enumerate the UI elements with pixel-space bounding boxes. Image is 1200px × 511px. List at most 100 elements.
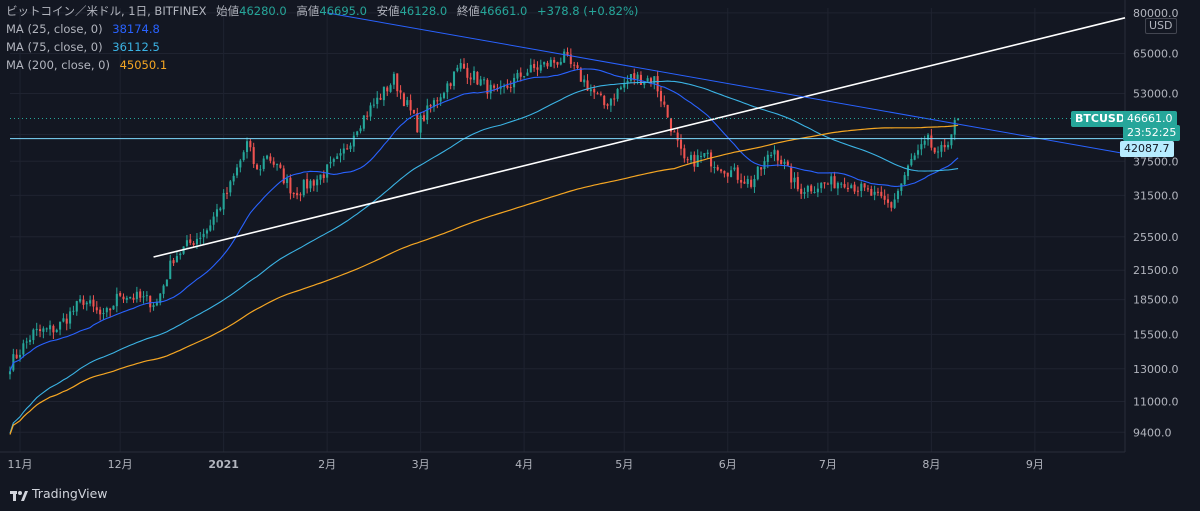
candle-body [312, 180, 315, 186]
candle-body [359, 128, 362, 132]
candle-body [272, 161, 275, 165]
candle-body [686, 159, 689, 161]
candle-body [205, 230, 208, 234]
candle-body [362, 115, 365, 129]
candle-body [940, 145, 943, 152]
candle-body [409, 100, 412, 111]
candle-body [930, 135, 933, 148]
high-label: 高値 [296, 4, 320, 18]
candle-body [306, 179, 309, 189]
candle-body [483, 79, 486, 81]
price-tick-label: 53000.0 [1133, 87, 1179, 100]
candle-body [566, 51, 569, 56]
hline-price-badge: 42087.7 [1120, 141, 1174, 157]
candle-body [386, 87, 389, 92]
candle-body [559, 61, 562, 65]
candle-body [366, 115, 369, 117]
candle-body [906, 165, 910, 177]
candle-body [376, 97, 379, 104]
indicator-ma200[interactable]: MA (200, close, 0) 45050.1 [6, 56, 638, 74]
price-tick-label: 9400.0 [1133, 426, 1172, 439]
candle-body [726, 172, 729, 177]
indicator-ma25[interactable]: MA (25, close, 0) 38174.8 [6, 20, 638, 38]
candle-body [389, 85, 392, 92]
candle-body [810, 185, 813, 192]
candle-body [673, 131, 676, 133]
candle-body [863, 183, 866, 188]
price-tick-label: 65000.0 [1133, 48, 1179, 61]
candle-body [15, 354, 18, 359]
candle-body [933, 147, 936, 153]
candle-body [873, 191, 876, 195]
candle-body [79, 299, 82, 302]
candle-body [816, 188, 819, 193]
candle-body [145, 295, 148, 297]
candle-body [152, 305, 155, 308]
candle-body [286, 178, 289, 183]
time-tick-label: 7月 [819, 458, 837, 471]
candle-body [916, 150, 920, 155]
candle-body [479, 79, 482, 86]
candle-body [112, 305, 115, 310]
candle-body [503, 86, 506, 88]
candle-body [426, 105, 429, 120]
indicator-ma75-label: MA (75, close, 0) [6, 40, 103, 54]
candle-body [175, 256, 178, 263]
symbol-header: ビットコイン／米ドル, 1日, BITFINEX 始値46280.0 高値466… [6, 2, 638, 20]
candle-body [55, 329, 58, 332]
indicator-ma200-label: MA (200, close, 0) [6, 58, 110, 72]
candle-body [406, 100, 409, 106]
symbol-title[interactable]: ビットコイン／米ドル, 1日, BITFINEX [6, 4, 207, 18]
price-tick-label: 13000.0 [1133, 363, 1179, 376]
candle-body [25, 341, 28, 343]
candle-body [132, 297, 135, 300]
price-tick-label: 31500.0 [1133, 189, 1179, 202]
candle-body [780, 159, 783, 164]
candle-body [689, 155, 693, 161]
candle-body [172, 260, 175, 264]
candle-body [45, 328, 48, 330]
candle-body [429, 105, 432, 107]
candle-body [199, 237, 202, 239]
candle-body [446, 83, 449, 93]
candle-body [773, 149, 776, 155]
candle-body [125, 297, 128, 300]
indicator-ma25-value: 38174.8 [112, 22, 160, 36]
indicator-ma75-value: 36112.5 [112, 40, 160, 54]
candle-body [586, 80, 589, 91]
candle-body [379, 97, 382, 100]
candle-body [202, 233, 205, 238]
candle-body [92, 299, 95, 307]
candle-body [122, 296, 125, 300]
candle-body [856, 190, 859, 192]
candle-body [800, 188, 803, 194]
candle-body [102, 312, 105, 314]
time-tick-label: 8月 [922, 458, 940, 471]
currency-label[interactable]: USD [1145, 18, 1177, 34]
candle-body [536, 67, 539, 70]
candle-body [369, 105, 372, 117]
indicator-ma75[interactable]: MA (75, close, 0) 36112.5 [6, 38, 638, 56]
moving-average-line [9, 68, 959, 372]
candle-body [169, 260, 172, 279]
tradingview-logo[interactable]: TradingView [10, 486, 108, 501]
candle-body [249, 141, 252, 148]
candle-body [653, 76, 656, 84]
candle-body [866, 188, 869, 190]
candle-body [957, 118, 960, 121]
candle-body [165, 279, 168, 287]
candle-body [533, 63, 536, 69]
candle-body [402, 93, 405, 107]
open-label: 始値 [216, 4, 240, 18]
last-price-badge: 46661.0 [1123, 111, 1177, 127]
candle-body [279, 164, 282, 168]
high-value: 46695.0 [319, 4, 367, 18]
candle-body [8, 371, 12, 375]
candle-body [245, 141, 249, 152]
candle-body [95, 307, 98, 311]
candle-body [162, 285, 165, 294]
tradingview-logo-text: TradingView [32, 486, 108, 501]
candle-body [192, 243, 195, 246]
candle-body [109, 308, 112, 311]
